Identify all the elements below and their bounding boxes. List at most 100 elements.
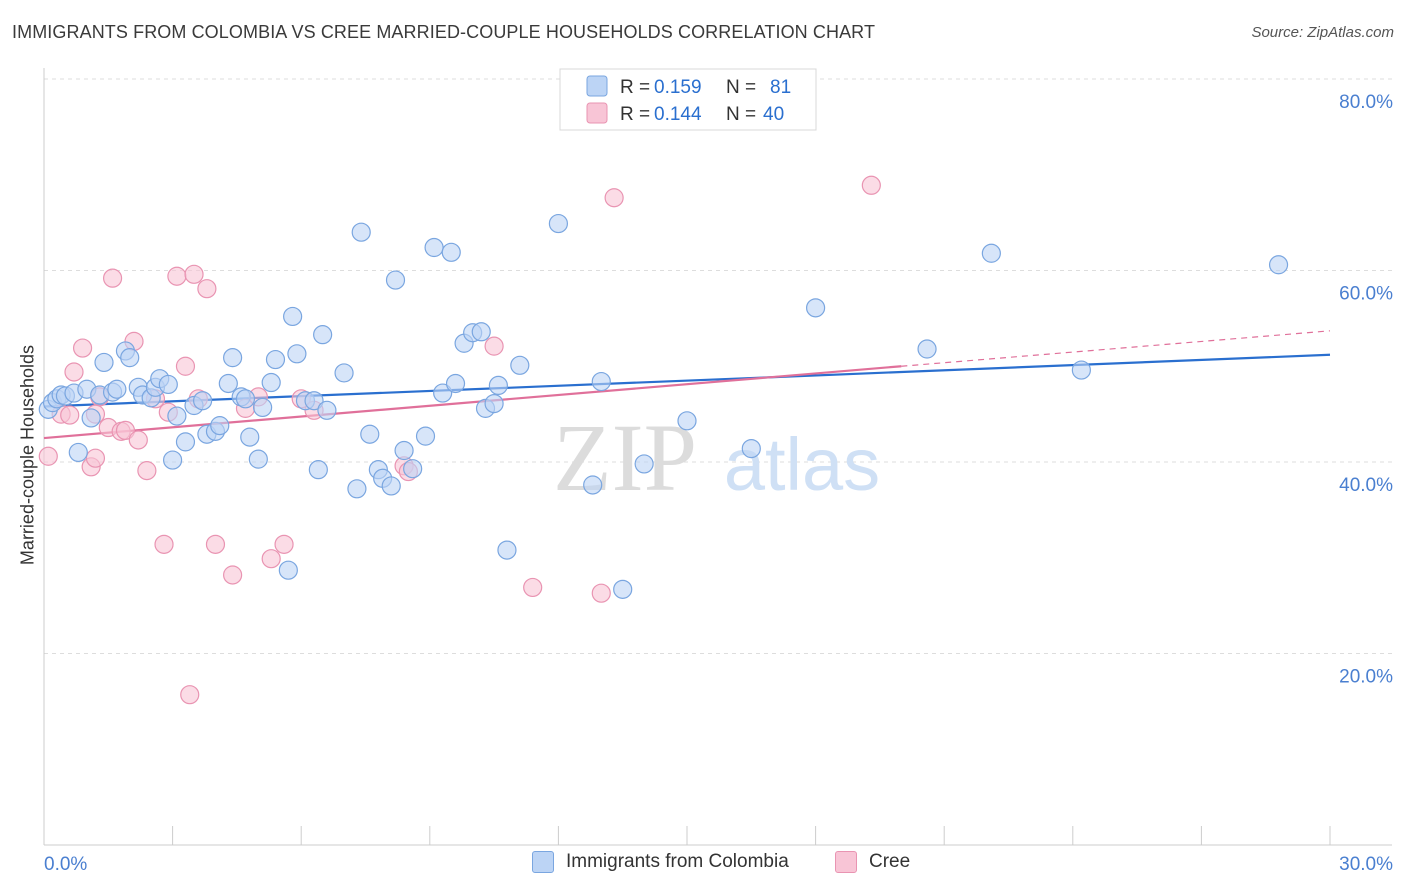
chart-title: IMMIGRANTS FROM COLOMBIA VS CREE MARRIED… [12, 22, 876, 42]
y-tick-label: 20.0% [1339, 667, 1393, 688]
point-cree [38, 446, 58, 466]
point-colombia [471, 322, 491, 342]
point-colombia [360, 424, 380, 444]
point-colombia [634, 454, 654, 474]
point-cree [128, 430, 148, 450]
point-colombia [158, 374, 178, 395]
watermark: ZIP atlas [553, 404, 880, 511]
point-cree [102, 268, 123, 288]
legend-item-cree[interactable]: Cree [835, 851, 910, 873]
data-points [38, 175, 1289, 705]
point-colombia [304, 391, 324, 411]
point-cree [261, 549, 281, 569]
legend-n-value-blue: 81 [770, 77, 791, 98]
point-colombia [613, 579, 633, 599]
point-colombia [497, 540, 517, 560]
point-colombia [68, 442, 88, 463]
legend-r-label-blue: R = [620, 77, 650, 98]
point-colombia [167, 406, 187, 426]
legend-swatch-pink [586, 102, 608, 124]
legend-n-label-blue: N = [726, 77, 756, 98]
point-cree [861, 175, 881, 195]
point-colombia [917, 339, 937, 359]
point-colombia [433, 383, 453, 403]
point-colombia [347, 479, 367, 499]
legend-swatch-blue [586, 75, 608, 97]
point-colombia [488, 375, 508, 395]
point-cree [60, 405, 80, 425]
legend-r-label-pink: R = [620, 104, 650, 125]
point-cree [484, 336, 504, 356]
point-colombia [403, 459, 423, 479]
legend-r-value-pink: 0.144 [654, 104, 702, 125]
point-colombia [265, 349, 286, 370]
point-cree [175, 356, 196, 376]
point-colombia [548, 213, 569, 234]
correlation-legend: R = 0.159 N = 81 R = 0.144 N = 40 [559, 68, 817, 131]
watermark-atlas: atlas [724, 423, 880, 506]
point-colombia [210, 416, 230, 436]
point-cree [72, 338, 93, 358]
point-colombia [677, 411, 697, 431]
point-colombia [1268, 255, 1289, 275]
point-cree [223, 565, 243, 585]
point-colombia [253, 397, 273, 418]
point-colombia [313, 325, 333, 345]
point-colombia [248, 449, 268, 469]
point-cree [64, 362, 84, 382]
point-colombia [223, 348, 243, 368]
point-colombia [261, 372, 281, 393]
point-colombia [441, 242, 461, 262]
point-colombia [591, 371, 611, 392]
point-colombia [445, 373, 466, 394]
axes: 0.0% 30.0% [43, 68, 1393, 875]
y-tick-label: 40.0% [1339, 475, 1393, 496]
series-legend: Immigrants from Colombia Cree [0, 851, 1406, 879]
point-colombia [381, 476, 401, 496]
point-colombia [805, 298, 826, 318]
legend-label-cree: Cree [869, 851, 911, 872]
point-cree [604, 188, 624, 208]
point-colombia [394, 440, 414, 461]
point-colombia [235, 389, 256, 409]
legend-item-colombia[interactable]: Immigrants from Colombia [532, 851, 789, 873]
point-colombia [81, 408, 101, 428]
point-colombia [510, 355, 530, 375]
point-colombia [120, 348, 140, 368]
y-tick-label: 80.0% [1339, 92, 1393, 113]
trend-line-cree-extension [901, 330, 1331, 367]
point-colombia [240, 427, 260, 447]
point-colombia [175, 432, 196, 452]
point-colombia [163, 450, 183, 470]
y-tick-label: 60.0% [1339, 284, 1393, 305]
swatch-cree [835, 851, 857, 873]
point-colombia [415, 426, 436, 446]
point-cree [180, 685, 200, 705]
legend-label-colombia: Immigrants from Colombia [566, 851, 789, 872]
legend-n-value-pink: 40 [763, 104, 784, 125]
point-colombia [107, 379, 127, 399]
point-colombia [287, 344, 307, 364]
point-cree [274, 534, 294, 554]
point-colombia [283, 306, 303, 327]
point-colombia [981, 243, 1001, 263]
point-colombia [94, 352, 114, 373]
point-colombia [278, 560, 298, 580]
point-cree [197, 279, 217, 299]
point-cree [184, 264, 204, 284]
point-colombia [351, 222, 371, 242]
point-cree [137, 461, 157, 481]
x-tick-label: 30.0% [1339, 854, 1393, 875]
point-colombia [583, 475, 603, 495]
point-colombia [741, 438, 761, 459]
point-colombia [484, 393, 504, 414]
point-colombia [385, 270, 406, 290]
legend-r-value-blue: 0.159 [654, 77, 702, 98]
point-colombia [424, 237, 444, 258]
point-cree [591, 583, 611, 603]
point-colombia [317, 400, 337, 420]
x-tick-label: 0.0% [44, 854, 87, 875]
point-cree [205, 534, 226, 554]
swatch-colombia [532, 851, 554, 873]
